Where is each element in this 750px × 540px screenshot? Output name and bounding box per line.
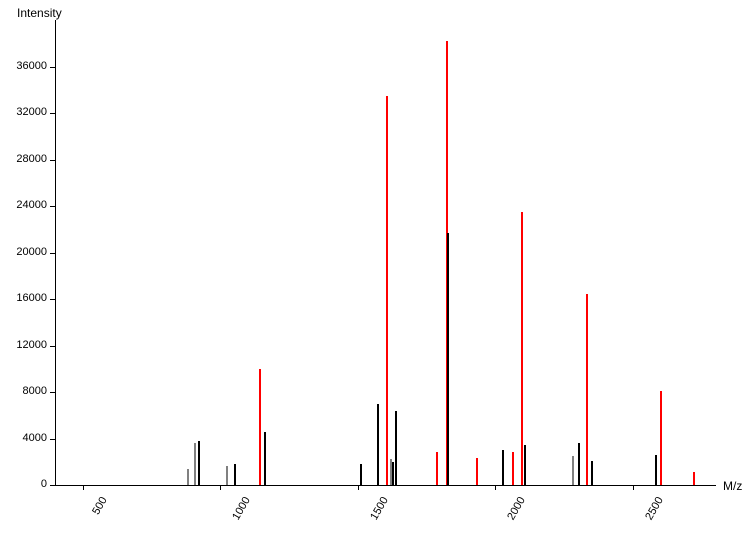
y-tick	[50, 206, 55, 207]
x-tick-label: 500	[90, 495, 110, 517]
spectrum-peak	[524, 445, 526, 485]
spectrum-peak	[591, 461, 593, 485]
y-tick-label: 36000	[16, 60, 47, 72]
spectrum-peak	[234, 464, 236, 485]
y-tick-label: 16000	[16, 292, 47, 304]
x-axis-label: M/z	[723, 479, 742, 493]
spectrum-peak	[395, 411, 397, 485]
x-tick	[633, 485, 634, 490]
spectrum-peak	[693, 472, 695, 485]
spectrum-peak	[502, 450, 504, 485]
y-tick-label: 28000	[16, 153, 47, 165]
x-tick-label: 2500	[643, 495, 666, 522]
plot-area	[55, 20, 716, 486]
y-axis-label: Intensity	[17, 6, 62, 20]
spectrum-peak	[198, 441, 200, 485]
spectrum-chart: Intensity M/z 0 4000 8000 12000 16000 20000 24…	[0, 0, 750, 540]
spectrum-peak	[392, 462, 394, 485]
y-tick	[50, 253, 55, 254]
spectrum-peak	[512, 452, 514, 485]
spectrum-peak	[264, 432, 266, 485]
y-tick-label: 24000	[16, 199, 47, 211]
y-tick-label: 12000	[16, 339, 47, 351]
y-tick	[50, 346, 55, 347]
spectrum-peak	[360, 464, 362, 485]
spectrum-peak	[226, 466, 228, 485]
spectrum-peak	[586, 294, 588, 485]
spectrum-peak	[447, 233, 449, 485]
y-tick	[50, 160, 55, 161]
x-tick	[220, 485, 221, 490]
y-tick	[50, 485, 55, 486]
y-tick	[50, 439, 55, 440]
spectrum-peak	[386, 96, 388, 485]
x-tick	[358, 485, 359, 490]
x-tick-label: 2000	[505, 495, 528, 522]
y-tick-label: 4000	[23, 432, 47, 444]
spectrum-peak	[377, 404, 379, 485]
x-tick-label: 1500	[368, 495, 391, 522]
spectrum-peak	[436, 452, 438, 485]
spectrum-peak	[572, 456, 574, 485]
y-tick-label: 32000	[16, 106, 47, 118]
y-tick	[50, 113, 55, 114]
y-tick-label: 0	[41, 478, 47, 490]
spectrum-peak	[521, 212, 523, 485]
x-tick-label: 1000	[230, 495, 253, 522]
y-tick-label: 8000	[23, 385, 47, 397]
spectrum-peak	[655, 455, 657, 485]
x-tick	[83, 485, 84, 490]
y-tick	[50, 67, 55, 68]
spectrum-peak	[259, 369, 261, 485]
spectrum-peak	[187, 469, 189, 485]
spectrum-peak	[476, 458, 478, 485]
x-tick	[495, 485, 496, 490]
spectrum-peak	[660, 391, 662, 485]
y-tick	[50, 392, 55, 393]
y-tick-label: 20000	[16, 246, 47, 258]
spectrum-peak	[194, 443, 196, 485]
y-tick	[50, 299, 55, 300]
spectrum-peak	[578, 443, 580, 485]
